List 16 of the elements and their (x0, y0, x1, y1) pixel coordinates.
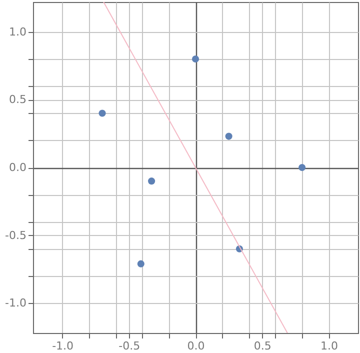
point (98, 110, 106, 117)
x-tick-label: -1.0 (52, 340, 74, 352)
y-tick-label: 0.0 (9, 161, 26, 174)
x-tick-label: -0.5 (118, 340, 140, 352)
point (298, 164, 306, 172)
x-tick-label: 0.0 (187, 340, 205, 352)
point (148, 178, 156, 185)
x-tick-label: 0.5 (254, 340, 272, 352)
point (225, 132, 232, 140)
point (192, 55, 200, 63)
y-tick-label: -1.0 (5, 296, 26, 310)
point (137, 260, 144, 268)
y-tick-label: -0.5 (5, 228, 26, 242)
y-tick-label: 1.0 (9, 25, 26, 38)
y-tick-label: 0.5 (9, 93, 26, 106)
x-tick-label: 1.0 (320, 340, 338, 352)
